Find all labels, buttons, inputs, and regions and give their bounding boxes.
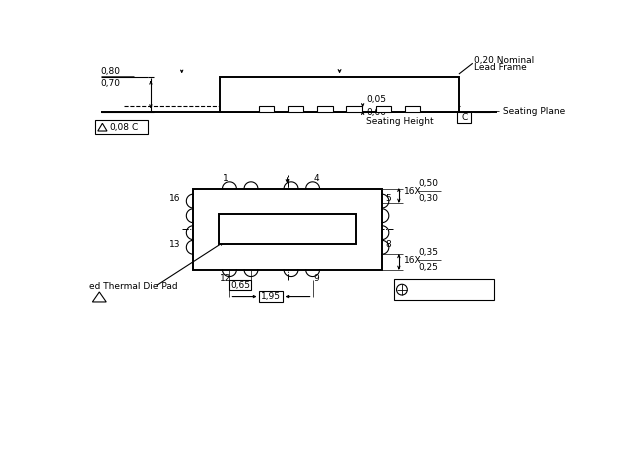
Text: 8: 8	[386, 240, 392, 250]
Text: 0,25: 0,25	[418, 263, 438, 272]
Text: 0,00: 0,00	[367, 108, 387, 117]
Bar	[346, 106, 362, 112]
Text: 0,80: 0,80	[101, 67, 121, 75]
Text: 12: 12	[220, 274, 231, 282]
Text: 1: 1	[223, 174, 228, 183]
Bar	[394, 279, 494, 300]
Text: Lead Frame: Lead Frame	[474, 63, 527, 72]
Bar	[376, 106, 391, 112]
Bar	[220, 77, 459, 112]
Text: C: C	[461, 113, 467, 122]
Text: 0,20 Nominal: 0,20 Nominal	[474, 56, 534, 65]
Bar	[458, 112, 471, 123]
Text: 16X: 16X	[403, 256, 421, 265]
Text: 9: 9	[314, 274, 319, 282]
Bar	[259, 106, 274, 112]
Text: ed Thermal Die Pad: ed Thermal Die Pad	[90, 282, 178, 291]
Bar	[193, 189, 382, 269]
Bar	[405, 106, 420, 112]
Text: 0,50: 0,50	[418, 179, 438, 188]
Text: 16X: 16X	[403, 187, 421, 195]
Bar	[317, 106, 333, 112]
Text: 13: 13	[170, 240, 181, 250]
Bar	[95, 120, 148, 134]
Text: 0,05 Ⓜ C: 0,05 Ⓜ C	[412, 290, 444, 300]
Text: 0,05: 0,05	[367, 95, 387, 104]
Text: 16: 16	[170, 194, 181, 203]
Text: 5: 5	[386, 194, 392, 203]
Text: Seating Height: Seating Height	[367, 117, 434, 125]
Bar	[219, 214, 356, 244]
Text: — Seating Plane: — Seating Plane	[492, 107, 566, 116]
Text: 0,65: 0,65	[230, 281, 250, 289]
Text: C: C	[132, 123, 138, 131]
Text: 0,70: 0,70	[101, 79, 121, 88]
Text: 4: 4	[314, 174, 319, 183]
Text: 0,35: 0,35	[418, 248, 438, 257]
Bar	[259, 291, 283, 302]
Text: 0,30: 0,30	[418, 194, 438, 203]
Bar	[230, 280, 251, 290]
Text: 0,10 Ⓜ C A B: 0,10 Ⓜ C A B	[412, 280, 458, 289]
Bar	[288, 106, 303, 112]
Text: 0,08: 0,08	[109, 123, 129, 131]
Text: 1,95: 1,95	[261, 292, 281, 301]
